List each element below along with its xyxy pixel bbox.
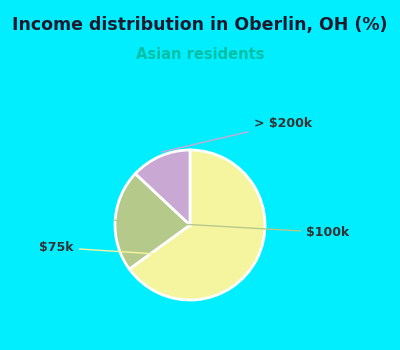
Text: $100k: $100k	[114, 220, 350, 239]
Wedge shape	[115, 174, 190, 269]
Text: Asian residents: Asian residents	[136, 47, 264, 62]
Wedge shape	[135, 150, 190, 225]
Text: > $200k: > $200k	[162, 117, 312, 152]
Text: Income distribution in Oberlin, OH (%): Income distribution in Oberlin, OH (%)	[12, 16, 388, 34]
Text: $75k: $75k	[39, 241, 257, 260]
Wedge shape	[129, 150, 265, 300]
